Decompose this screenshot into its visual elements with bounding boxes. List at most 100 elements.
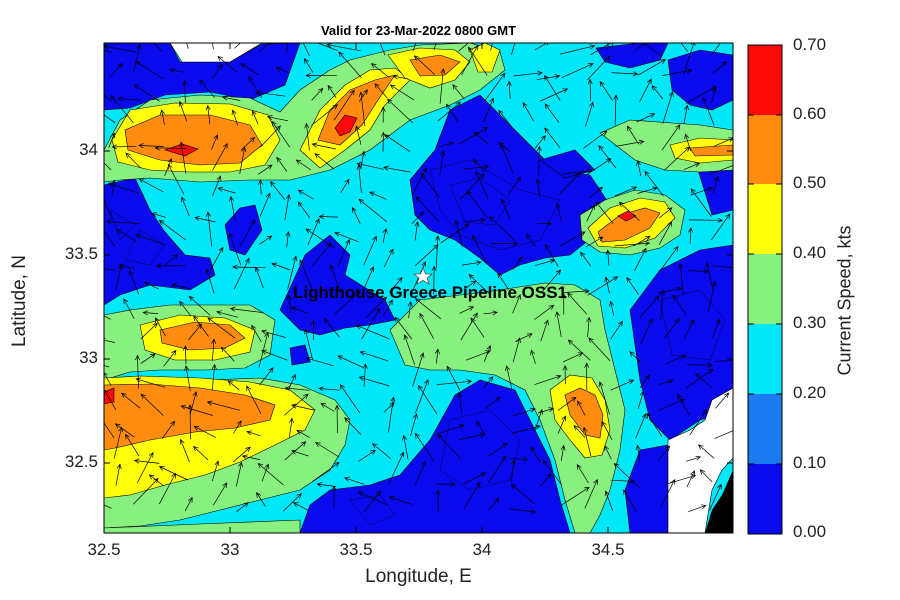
- current-vector-arrow: [140, 322, 158, 339]
- current-vector-arrow: [382, 299, 393, 317]
- current-vector-arrow: [295, 159, 312, 171]
- colorbar-tick-label: 0.20: [793, 383, 827, 402]
- current-vector-arrow: [271, 120, 291, 148]
- current-vector-arrow: [485, 396, 501, 409]
- current-vector-arrow: [683, 162, 701, 171]
- current-vector-arrow: [664, 146, 691, 171]
- current-vector-arrow: [410, 413, 418, 437]
- current-vector-arrow: [535, 178, 541, 197]
- current-vector-arrow: [635, 444, 641, 463]
- current-vector-arrow: [179, 438, 190, 463]
- current-vector-arrow: [468, 273, 490, 295]
- current-vector-arrow: [296, 429, 310, 439]
- current-vector-arrow: [222, 95, 241, 101]
- current-vector-arrow: [626, 125, 639, 145]
- current-vector-arrow: [357, 491, 388, 506]
- current-vector-arrow: [475, 170, 489, 200]
- current-vector-arrow: [266, 115, 289, 122]
- current-vector-arrow: [239, 146, 247, 175]
- current-vector-arrow: [311, 142, 336, 150]
- current-vector-arrow: [576, 464, 589, 484]
- current-vector-arrow: [115, 463, 122, 486]
- colorbar-band-060-070: [748, 45, 782, 115]
- land: [169, 43, 733, 533]
- current-vector-arrow: [189, 391, 198, 416]
- current-vector-arrow: [158, 219, 187, 241]
- x-tick-label: 34: [472, 540, 492, 559]
- current-vector-arrow: [483, 72, 506, 103]
- current-vector-arrow: [595, 201, 614, 224]
- current-vector-arrow: [680, 43, 688, 52]
- current-vector-arrow: [358, 449, 376, 462]
- current-vector-arrow: [439, 68, 446, 104]
- current-vector-arrow: [193, 315, 209, 337]
- current-vector-arrow: [311, 43, 338, 51]
- current-vector-arrow: [683, 104, 690, 125]
- colorbar-tick-label: 0.40: [793, 243, 827, 262]
- current-vector-arrow: [580, 251, 592, 267]
- current-vector-arrow: [573, 424, 586, 438]
- current-vector-arrow: [463, 164, 490, 170]
- current-vector-arrow: [291, 403, 315, 411]
- current-vector-arrow: [457, 392, 463, 415]
- current-vector-arrow: [534, 43, 549, 51]
- current-vector-arrow: [618, 201, 640, 222]
- current-vector-arrow: [358, 376, 390, 387]
- current-vector-arrow: [211, 363, 217, 391]
- current-vector-arrow: [637, 390, 645, 409]
- current-vector-arrow: [125, 152, 141, 169]
- current-vector-arrow: [711, 86, 717, 103]
- current-vector-arrow: [685, 455, 702, 462]
- current-vector-arrow: [286, 294, 292, 314]
- current-vector-arrow: [643, 43, 661, 56]
- current-vector-arrow: [213, 482, 228, 506]
- current-vector-arrow: [354, 125, 362, 145]
- current-vector-arrow: [587, 276, 619, 296]
- current-vector-arrow: [509, 508, 537, 514]
- current-vector-arrow: [604, 490, 614, 512]
- x-tick-label: 32.5: [87, 540, 121, 559]
- current-vector-arrow: [639, 295, 660, 318]
- current-vector-arrow: [461, 260, 482, 266]
- colorbar: [747, 44, 783, 535]
- current-vector-arrow: [169, 67, 185, 73]
- current-vector-arrow: [609, 300, 615, 316]
- current-vector-arrow: [488, 497, 500, 510]
- current-vector-arrow: [323, 318, 340, 338]
- current-vector-arrow: [251, 324, 262, 342]
- current-vector-arrow: [658, 379, 674, 385]
- current-vector-arrow: [138, 143, 164, 149]
- current-vector-arrow: [702, 96, 715, 126]
- site-label: Lighthouse Greece Pipeline OSS1: [293, 283, 567, 302]
- current-vector-arrow: [507, 176, 521, 195]
- current-vector-arrow: [658, 207, 673, 219]
- current-vector-arrow: [638, 59, 666, 76]
- current-vector-arrow: [672, 294, 687, 315]
- x-tick-label: 33.5: [339, 540, 373, 559]
- current-vector-arrow: [560, 444, 566, 461]
- current-vector-arrow: [690, 186, 714, 196]
- current-vector-arrow: [232, 446, 251, 463]
- current-vector-arrow: [340, 178, 350, 193]
- current-vector-arrow: [105, 219, 139, 225]
- current-vector-arrow: [470, 317, 485, 338]
- current-vector-arrow: [115, 264, 123, 291]
- current-vector-arrow: [414, 460, 427, 486]
- current-vector-arrow: [240, 136, 256, 151]
- current-vector-arrow: [248, 75, 263, 99]
- current-vector-arrow: [412, 352, 425, 387]
- current-vector-arrow: [212, 175, 222, 197]
- current-vector-arrow: [276, 156, 288, 172]
- current-vector-arrow: [104, 44, 137, 53]
- colorbar-band-050-060: [748, 115, 782, 184]
- current-vector-arrow: [601, 420, 613, 440]
- current-vector-arrow: [415, 244, 439, 266]
- current-vector-arrow: [511, 459, 517, 483]
- current-vector-arrow: [355, 324, 390, 340]
- current-vector-arrow: [233, 420, 242, 434]
- colorbar-band-010-020: [748, 394, 782, 464]
- current-vector-arrow: [476, 420, 486, 435]
- current-vector-arrow: [251, 110, 259, 125]
- current-vector-arrow: [512, 256, 523, 270]
- current-vector-arrow: [334, 290, 362, 315]
